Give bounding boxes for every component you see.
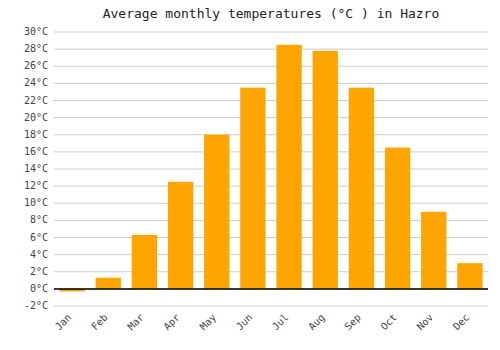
x-tick-label: Oct [378, 312, 399, 333]
grid-line [54, 66, 488, 67]
chart-container: Average monthly temperatures (°C ) in Ha… [0, 0, 500, 350]
y-axis: -2°C 0°C 2°C 4°C 6°C 8°C 10°C 12°C 14°C 16°C 18°C 2… [24, 26, 488, 311]
y-tick-label: 10°C [24, 197, 48, 208]
y-tick-label: 12°C [24, 180, 48, 191]
grid-line [54, 306, 488, 307]
y-tick-label: 18°C [24, 129, 48, 140]
x-tick-label: May [198, 312, 219, 333]
y-tick-label: 22°C [24, 95, 48, 106]
x-tick-label: Jun [234, 312, 255, 333]
y-tick-label: 20°C [24, 112, 48, 123]
x-tick-label: Jan [53, 312, 74, 333]
x-tick-label: Aug [306, 312, 327, 333]
y-tick-label: 26°C [24, 60, 48, 71]
grid-line [54, 186, 488, 187]
x-tick-label: Nov [415, 312, 436, 333]
x-tick-label: Jul [270, 312, 291, 333]
title: Average monthly temperatures (°C ) in Ha… [103, 6, 440, 21]
x-tick-label: Mar [125, 312, 146, 333]
grid-line [54, 134, 488, 135]
y-tick-label: 30°C [24, 26, 48, 37]
y-tick-label: 16°C [24, 146, 48, 157]
chart-svg: Average monthly temperatures (°C ) in Ha… [0, 0, 500, 350]
grid-line [54, 32, 488, 33]
grid-line [54, 100, 488, 101]
y-tick-label: 24°C [24, 77, 48, 88]
y-tick-label: 0°C [30, 283, 48, 294]
grid-line [54, 169, 488, 170]
bar [240, 88, 265, 289]
x-tick-label: Dec [451, 312, 472, 333]
y-tick-label: 8°C [30, 214, 48, 225]
x-axis: Jan Feb Mar Apr May Jun Jul Aug Sep Oct Nov Dec [53, 312, 471, 333]
y-tick-label: 14°C [24, 163, 48, 174]
y-tick-label: 2°C [30, 266, 48, 277]
y-tick-label: -2°C [24, 300, 48, 311]
grid-line [54, 288, 488, 289]
y-tick-label: 28°C [24, 43, 48, 54]
bar [204, 135, 229, 289]
x-tick-label: Feb [89, 312, 110, 333]
grid-line [54, 151, 488, 152]
grid-line [54, 203, 488, 204]
bar [276, 45, 301, 289]
bars [59, 45, 482, 292]
y-tick-label: 6°C [30, 232, 48, 243]
grid-line [54, 49, 488, 50]
bar [132, 235, 157, 289]
bar [457, 263, 482, 289]
x-tick-label: Apr [161, 312, 182, 333]
bar [349, 88, 374, 289]
bar [385, 148, 410, 289]
grid-line [54, 117, 488, 118]
zero-line [54, 288, 488, 290]
bar [168, 182, 193, 289]
y-tick-label: 4°C [30, 249, 48, 260]
x-tick-label: Sep [342, 312, 363, 333]
bar [313, 51, 338, 289]
grid-line [54, 83, 488, 84]
bar [96, 278, 121, 289]
bar [421, 212, 446, 289]
